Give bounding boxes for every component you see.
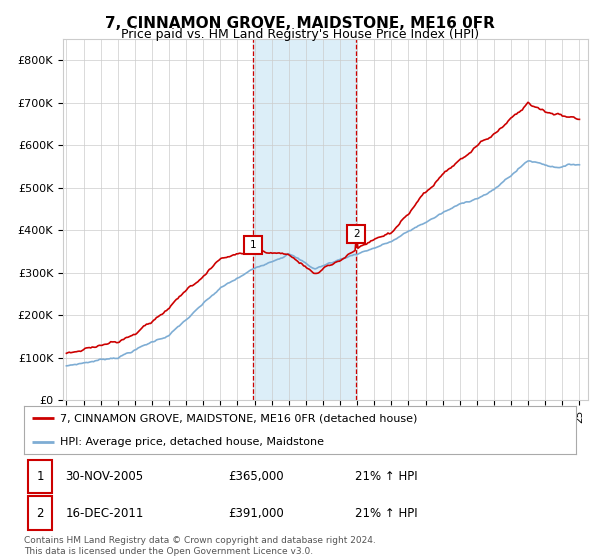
Text: £391,000: £391,000	[228, 507, 284, 520]
Text: 2: 2	[353, 229, 360, 239]
Bar	[253, 39, 356, 400]
Text: 21% ↑ HPI: 21% ↑ HPI	[355, 470, 418, 483]
Text: 16-DEC-2011: 16-DEC-2011	[65, 507, 144, 520]
Text: 2: 2	[36, 507, 44, 520]
Text: 7, CINNAMON GROVE, MAIDSTONE, ME16 0FR: 7, CINNAMON GROVE, MAIDSTONE, ME16 0FR	[105, 16, 495, 31]
Text: Price paid vs. HM Land Registry's House Price Index (HPI): Price paid vs. HM Land Registry's House …	[121, 28, 479, 41]
Text: 1: 1	[250, 240, 256, 250]
Text: 21% ↑ HPI: 21% ↑ HPI	[355, 507, 418, 520]
Bar	[28, 496, 52, 530]
Text: 7, CINNAMON GROVE, MAIDSTONE, ME16 0FR (detached house): 7, CINNAMON GROVE, MAIDSTONE, ME16 0FR (…	[60, 413, 417, 423]
Text: 30-NOV-2005: 30-NOV-2005	[65, 470, 143, 483]
Text: HPI: Average price, detached house, Maidstone: HPI: Average price, detached house, Maid…	[60, 437, 324, 447]
Bar	[28, 460, 52, 493]
Text: £365,000: £365,000	[228, 470, 284, 483]
Text: 1: 1	[36, 470, 44, 483]
Text: Contains HM Land Registry data © Crown copyright and database right 2024.
This d: Contains HM Land Registry data © Crown c…	[24, 536, 376, 556]
